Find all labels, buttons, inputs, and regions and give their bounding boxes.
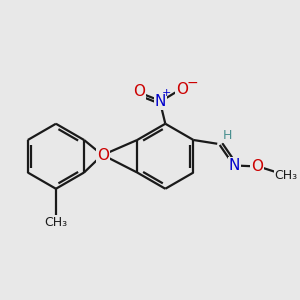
Text: +: + [162, 88, 171, 98]
Text: −: − [187, 76, 199, 90]
Text: O: O [176, 82, 188, 98]
Text: CH₃: CH₃ [274, 169, 298, 182]
Text: CH₃: CH₃ [44, 216, 68, 229]
Text: N: N [154, 94, 166, 110]
Text: N: N [228, 158, 240, 173]
Text: O: O [97, 148, 109, 163]
Text: O: O [251, 159, 263, 174]
Text: O: O [133, 84, 145, 99]
Text: H: H [223, 129, 232, 142]
